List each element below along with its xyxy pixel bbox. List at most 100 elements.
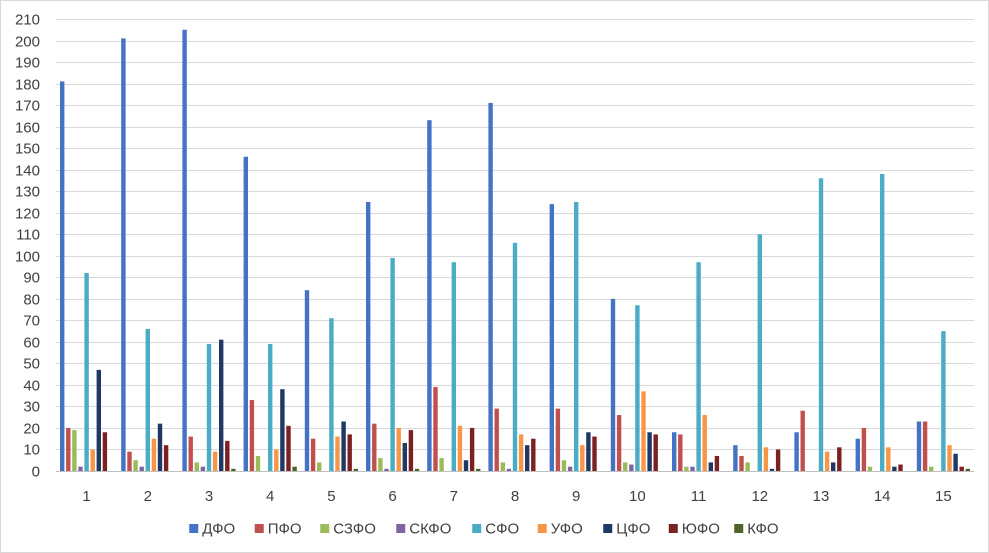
bar: [469, 427, 475, 471]
legend-item: КФО: [734, 521, 779, 538]
bar: [647, 432, 652, 471]
legend-swatch: [396, 524, 406, 533]
bar: [353, 468, 358, 471]
bar: [157, 423, 163, 471]
legend-label: СКФО: [409, 521, 451, 538]
bar: [433, 387, 438, 471]
bar: [653, 434, 658, 471]
bar: [347, 434, 352, 471]
legend-item: СФО: [472, 521, 519, 538]
x-tick-label: 13: [813, 488, 830, 505]
bar: [855, 438, 860, 471]
bar: [249, 399, 255, 471]
bar: [959, 466, 964, 471]
y-axis-ticks: 0 10 20 30 40 50 60 70 80 90 100 110 120 130 140 150 160…: [15, 12, 40, 481]
x-axis-ticks: 1 2 3 4 5 6 7 8 9 10 11 12 13 14 15: [82, 488, 951, 505]
bar: [880, 173, 885, 471]
bar: [384, 468, 389, 471]
bar: [133, 460, 138, 471]
legend-label: УФО: [551, 521, 583, 538]
x-tick-label: 5: [327, 488, 335, 505]
x-tick-label: 15: [935, 488, 952, 505]
bar: [916, 421, 922, 471]
bar: [696, 262, 701, 471]
bar: [145, 328, 150, 471]
bar: [390, 257, 395, 471]
legend-label: КФО: [747, 521, 778, 538]
bar: [274, 449, 279, 471]
bar: [292, 466, 297, 471]
y-tick-label: 90: [23, 270, 40, 287]
bar: [794, 432, 799, 471]
bar: [127, 451, 132, 471]
bar: [506, 468, 512, 471]
y-tick-label: 200: [15, 34, 40, 51]
legend-label: СФО: [485, 521, 519, 538]
bar: [182, 29, 187, 471]
bar: [366, 201, 371, 471]
bar: [525, 445, 530, 471]
bar: [567, 466, 573, 471]
bar: [188, 436, 193, 471]
bar: [941, 331, 946, 471]
bar: [66, 427, 71, 471]
bar: [641, 391, 646, 471]
legend-label: ЦФО: [616, 521, 650, 538]
bar: [922, 421, 928, 471]
y-tick-label: 70: [23, 313, 40, 330]
y-tick-label: 100: [15, 249, 40, 266]
bar: [243, 156, 248, 471]
legend-item: ЦФО: [603, 521, 650, 538]
bar: [372, 423, 377, 471]
bar: [512, 242, 518, 471]
bar: [684, 466, 689, 471]
bar: [476, 468, 481, 471]
legend-item: ДФО: [189, 521, 235, 538]
y-tick-label: 50: [23, 356, 40, 373]
x-tick-label: 9: [572, 488, 580, 505]
bar: [629, 464, 634, 471]
y-tick-label: 40: [23, 378, 40, 395]
bar: [231, 468, 236, 471]
x-tick-label: 7: [450, 488, 458, 505]
x-tick-label: 12: [751, 488, 768, 505]
bar: [396, 427, 401, 471]
bar: [690, 466, 695, 471]
bar: [672, 432, 677, 471]
bar: [831, 462, 836, 471]
bar: [818, 178, 824, 471]
bar: [586, 432, 591, 471]
bar: [714, 455, 720, 471]
bar: [867, 466, 873, 471]
x-tick-label: 4: [266, 488, 274, 505]
bar: [402, 443, 407, 471]
legend-swatch: [603, 524, 613, 533]
bar: [757, 234, 762, 471]
bar: [947, 445, 952, 471]
bars: [60, 29, 970, 472]
x-tick-label: 11: [691, 488, 707, 505]
bar: [745, 462, 750, 471]
bar: [518, 434, 524, 471]
bar: [953, 453, 958, 471]
bar: [335, 436, 340, 471]
legend-label: ЮФО: [682, 521, 720, 538]
bar: [775, 449, 781, 471]
legend-label: ПФО: [268, 521, 302, 538]
bar: [886, 447, 891, 471]
bar: [84, 272, 89, 471]
y-tick-label: 170: [15, 98, 40, 115]
bar: [463, 460, 469, 471]
legend-label: СЗФО: [333, 521, 376, 538]
bar: [206, 344, 212, 471]
bar: [610, 298, 616, 471]
bar: [102, 432, 108, 471]
bar: [280, 389, 285, 471]
legend-swatch: [472, 524, 482, 533]
y-tick-label: 30: [23, 399, 40, 416]
y-tick-label: 210: [15, 12, 40, 29]
bar: [678, 434, 683, 471]
x-tick-label: 2: [144, 488, 152, 505]
x-tick-label: 1: [82, 488, 90, 505]
bar: [255, 455, 261, 471]
